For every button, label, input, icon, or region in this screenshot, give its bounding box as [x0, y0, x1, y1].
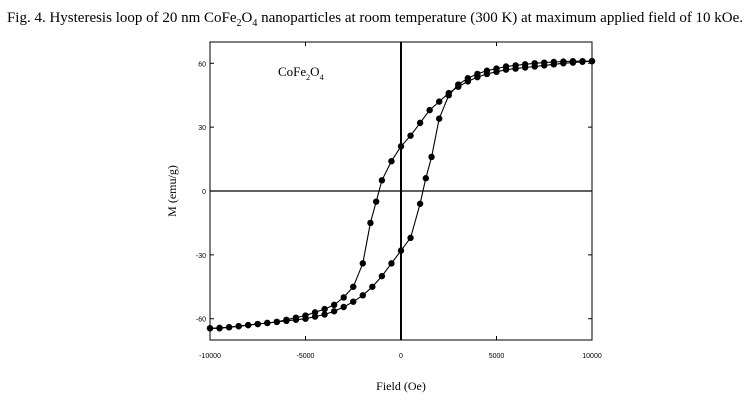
series-1-point: [350, 283, 357, 290]
series-2-point: [359, 292, 366, 299]
series-2-point: [206, 325, 214, 332]
series-2-point: [330, 308, 338, 315]
series-2-point: [521, 61, 529, 68]
series-2-point: [474, 70, 481, 78]
axis-ticks: -10000 -5000 0 5000 10000 -60 -30 0 30 60: [196, 42, 602, 360]
series-2-point: [569, 57, 577, 65]
series-2-point: [216, 324, 223, 332]
series-2-point: [531, 60, 538, 67]
series-2-point: [378, 272, 386, 280]
series-1-point: [330, 301, 338, 309]
series-1-point: [321, 305, 328, 313]
series-2-point: [428, 153, 435, 161]
series-2-point: [340, 303, 347, 311]
x-tick-label: -10000: [199, 353, 221, 360]
series-2-point: [225, 324, 233, 331]
x-tick-label: 5000: [489, 353, 505, 360]
series-2-point: [493, 65, 500, 72]
series-2-point: [416, 200, 424, 207]
series-1-point: [426, 106, 433, 114]
series-2-point: [350, 298, 357, 305]
series-1-point: [407, 132, 414, 139]
series-2-point: [273, 318, 281, 326]
series-1-point: [359, 260, 366, 267]
material-sub-2: 4: [320, 73, 324, 82]
series-2-point: [264, 319, 271, 327]
series-2-point: [283, 317, 290, 325]
series-1-point: [378, 177, 386, 184]
series-2-point: [541, 59, 548, 66]
series-2-point: [311, 313, 319, 320]
x-axis-title: Field (Oe): [376, 379, 426, 393]
series-markers: [206, 57, 596, 332]
series-2-point: [302, 315, 309, 322]
y-tick-label: 0: [202, 189, 206, 196]
y-tick-label: -30: [196, 253, 206, 260]
series-2-point: [369, 283, 376, 290]
figure-caption: Fig. 4. Hysteresis loop of 20 nm CoFe2O4…: [6, 10, 744, 29]
series-2-point: [550, 58, 557, 66]
series-2-point: [483, 67, 491, 74]
y-tick-label: 60: [198, 61, 206, 68]
material-base: CoFe: [278, 64, 306, 79]
series-1-point: [388, 158, 395, 165]
series-2-point: [388, 260, 395, 267]
x-tick-label: 0: [399, 353, 403, 360]
material-sub-1: 2: [306, 73, 310, 82]
series-2-point: [445, 92, 452, 99]
series-2-point: [464, 74, 472, 82]
series-1-point: [397, 143, 405, 150]
series-2-point: [436, 115, 443, 122]
series-2-point: [502, 63, 510, 70]
series-2-point: [235, 322, 242, 330]
series-1-point: [340, 294, 347, 301]
series-2-point: [245, 321, 252, 329]
y-tick-label: -60: [196, 317, 206, 324]
series-1-point: [436, 98, 443, 105]
series-2-point: [422, 175, 430, 182]
series-2-point: [254, 320, 261, 328]
material-label: CoFe2O4: [278, 64, 324, 82]
plot-frame: [209, 41, 593, 341]
series-2-point: [512, 62, 519, 69]
series-2-point: [292, 316, 300, 323]
x-tick-label: 10000: [582, 353, 602, 360]
series-2-point: [455, 81, 462, 88]
series-1-point: [416, 119, 424, 127]
x-tick-label: -5000: [297, 353, 315, 360]
series-2-point: [588, 57, 596, 65]
material-mid: O: [310, 64, 319, 79]
y-tick-label: 30: [198, 125, 206, 132]
series-2-point: [560, 58, 567, 65]
series-2-point: [321, 311, 328, 318]
series-2-point: [579, 57, 586, 65]
y-axis-title: M (emu/g): [165, 165, 179, 217]
series-1-point: [367, 219, 374, 227]
series-1-point: [372, 198, 380, 205]
series-2-point: [397, 247, 405, 254]
series-2-point: [407, 234, 414, 242]
